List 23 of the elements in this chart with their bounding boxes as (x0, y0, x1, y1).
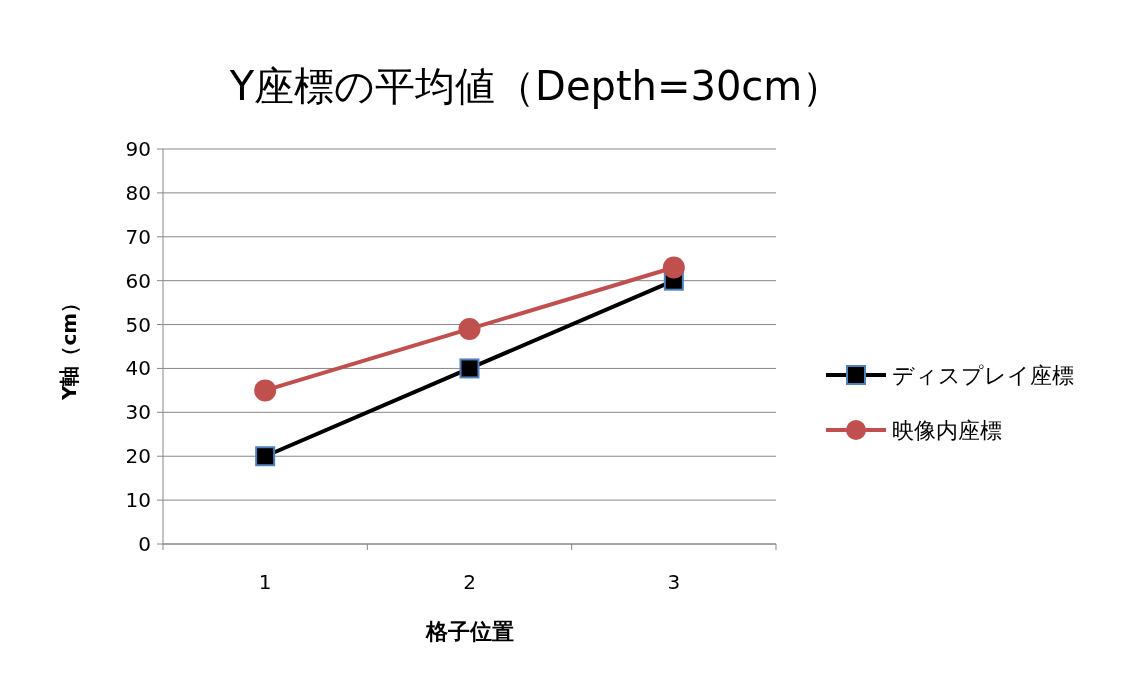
x-axis-title: 格子位置 (424, 619, 514, 644)
y-tick-label: 90 (125, 137, 151, 161)
y-tick-label: 80 (125, 180, 151, 205)
point (255, 446, 276, 467)
y-tick-label: 0 (138, 532, 151, 556)
y-tick-label: 30 (125, 400, 151, 425)
x-tick-label: 3 (667, 570, 681, 594)
x-tick-label: 1 (258, 570, 272, 594)
point (662, 256, 685, 279)
y-tick-label: 10 (125, 488, 151, 513)
chart-title: Y座標の平均値（Depth=30cm） (228, 63, 843, 109)
y-tick-label: 70 (125, 224, 151, 249)
legend-label: 映像内座標 (892, 417, 1002, 443)
y-tick-label: 20 (125, 444, 151, 469)
x-tick-label: 2 (463, 570, 476, 594)
y-tick-label: 40 (125, 356, 151, 381)
point (458, 317, 481, 340)
y-tick-label: 60 (125, 268, 151, 293)
y-tick-label: 50 (125, 312, 151, 337)
point (254, 379, 277, 402)
y-axis-title: Y軸（cm） (57, 292, 81, 402)
point (459, 358, 480, 379)
legend-label: ディスプレイ座標 (892, 362, 1074, 388)
